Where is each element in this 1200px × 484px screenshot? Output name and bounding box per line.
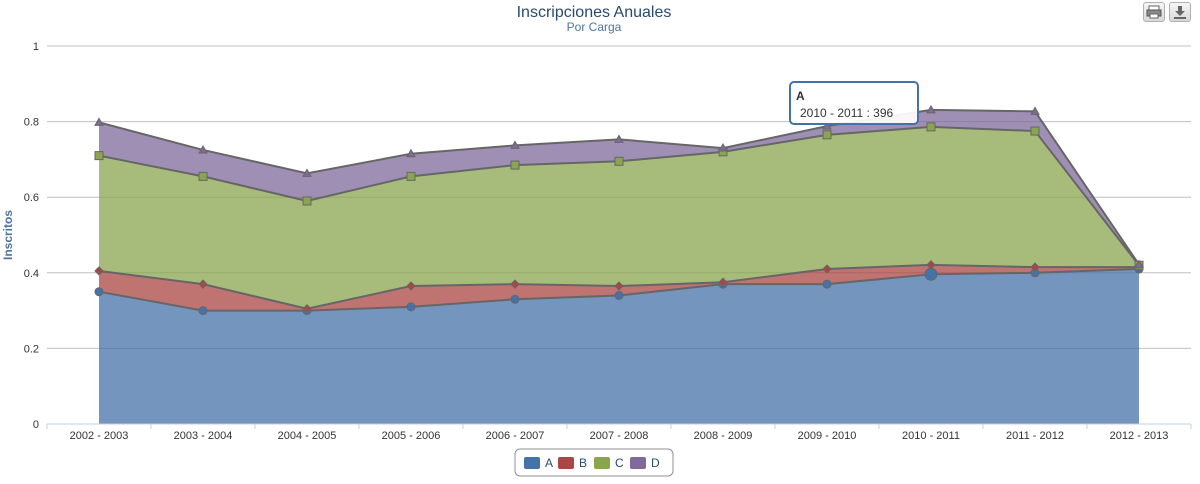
download-button[interactable] [1169,2,1191,22]
point-C-4[interactable] [510,160,520,170]
point-B-8[interactable] [926,260,936,270]
point-A-5[interactable] [614,290,624,300]
y-tick-label: 0 [33,419,39,431]
point-C-0[interactable] [94,151,104,161]
x-tick-label: 2012 - 2013 [1110,430,1169,442]
chart-subtitle: Por Carga [567,20,622,34]
legend-label: B [579,456,587,470]
point-B-1[interactable] [198,279,208,289]
point-A-8[interactable] [924,267,938,281]
point-C-2[interactable] [302,196,312,206]
y-tick-label: 0.6 [24,192,39,204]
x-tick-label: 2004 - 2005 [278,430,337,442]
legend-item-B[interactable]: B [558,456,587,470]
tooltip-box [789,81,919,125]
area-series-C [99,126,1139,309]
x-tick-label: 2009 - 2010 [798,430,857,442]
legend-label: A [545,456,553,470]
legend-swatch [558,457,574,469]
y-axis-label: Inscritos [1,210,15,260]
print-button[interactable] [1143,2,1165,22]
point-B-0[interactable] [94,266,104,276]
point-C-5[interactable] [614,156,624,166]
point-A-1[interactable] [198,306,208,316]
legend-swatch [524,457,540,469]
legend-label: C [615,456,624,470]
point-D-2[interactable] [302,168,312,177]
tooltip-value: 2010 - 2011 : 396 [800,106,894,120]
point-D-1[interactable] [198,144,208,154]
y-tick-label: 0.8 [24,117,39,129]
y-tick-label: 0.2 [24,343,39,355]
x-tick-label: 2002 - 2003 [70,430,129,442]
y-tick-label: 1 [33,41,39,53]
point-D-10[interactable] [1134,259,1144,268]
point-D-9[interactable] [1030,106,1040,115]
point-D-5[interactable] [614,134,624,143]
legend-swatch [630,457,646,469]
x-tick-label: 2008 - 2009 [694,430,753,442]
point-B-9[interactable] [1030,262,1040,272]
legend-item-C[interactable]: C [594,456,624,470]
area-series-A [99,269,1139,424]
point-B-2[interactable] [302,304,312,314]
legend-swatch [594,457,610,469]
y-tick-label: 0.4 [24,268,39,280]
point-D-8[interactable] [926,104,936,114]
point-B-7[interactable] [822,264,832,274]
legend-item-D[interactable]: D [630,456,660,470]
point-A-7[interactable] [822,279,832,289]
point-B-4[interactable] [510,279,520,289]
point-B-6[interactable] [718,277,728,287]
point-A-0[interactable] [94,287,104,297]
point-D-6[interactable] [718,143,728,152]
x-tick-label: 2011 - 2012 [1006,430,1064,442]
point-D-7[interactable] [822,121,832,130]
point-A-4[interactable] [510,294,520,304]
download-icon [1174,6,1186,19]
x-tick-label: 2010 - 2011 [902,430,960,442]
chart-title: Inscripciones Anuales [517,4,672,21]
tooltip-series: A [796,89,805,103]
x-tick-label: 2003 - 2004 [174,430,233,442]
point-C-3[interactable] [406,171,416,181]
point-B-5[interactable] [614,281,624,291]
print-icon [1146,5,1162,19]
point-D-0[interactable] [94,117,104,126]
point-A-3[interactable] [406,302,416,312]
point-C-8[interactable] [926,122,936,132]
point-C-9[interactable] [1030,126,1040,136]
legend-item-A[interactable]: A [524,456,553,470]
point-D-4[interactable] [510,140,520,149]
point-B-3[interactable] [406,281,416,291]
x-tick-label: 2006 - 2007 [486,430,545,442]
point-C-7[interactable] [822,130,832,140]
point-C-1[interactable] [198,171,208,181]
x-tick-label: 2005 - 2006 [382,430,441,442]
legend-label: D [651,456,660,470]
point-D-3[interactable] [406,148,416,158]
x-tick-label: 2007 - 2008 [590,430,649,442]
